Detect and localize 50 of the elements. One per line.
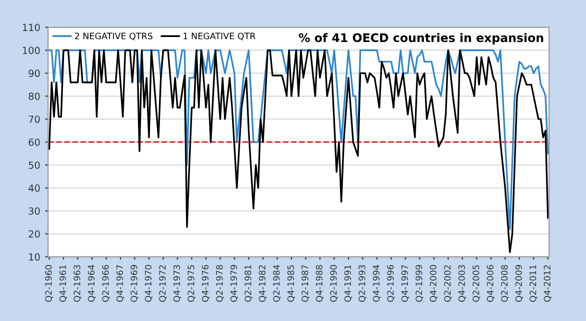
x-tick-label: Q4-2012 <box>544 265 552 302</box>
x-tick-label: Q4-1979 <box>230 265 238 302</box>
x-tick-label: Q4-1985 <box>287 265 295 302</box>
x-tick-label: Q4-2000 <box>430 265 438 302</box>
chart-title: % of 41 OECD countries in expansion <box>298 33 544 44</box>
x-tick-label: Q2-1969 <box>130 265 138 302</box>
y-tick-label: 80 <box>28 92 40 100</box>
x-tick-label: Q2-1966 <box>102 264 110 302</box>
x-tick-label: Q4-2009 <box>515 265 523 302</box>
x-tick-label: Q2-1987 <box>302 265 310 302</box>
y-tick-label: 60 <box>28 138 40 146</box>
x-tick-label: Q4-1976 <box>202 264 210 302</box>
y-tick-label: 100 <box>22 46 40 54</box>
x-tick-label: Q2-1999 <box>416 265 424 302</box>
y-tick-label: 10 <box>29 253 40 261</box>
legend-label: 2 NEGATIVE QTRS <box>74 32 152 40</box>
x-tick-label: Q2-1984 <box>273 264 281 302</box>
x-tick-label: Q4-2003 <box>458 265 466 302</box>
x-tick-label: Q4-1982 <box>258 265 266 302</box>
x-tick-label: Q2-1990 <box>330 265 338 302</box>
x-tick-label: Q4-1964 <box>88 264 96 302</box>
x-tick-label: Q2-1993 <box>358 265 366 302</box>
x-tick-label: Q2-1972 <box>159 265 167 302</box>
x-tick-label: Q4-1994 <box>372 264 380 302</box>
x-tick-label: Q2-1978 <box>216 265 224 302</box>
x-tick-label: Q4-1988 <box>316 265 324 302</box>
y-tick-label: 20 <box>28 230 40 238</box>
x-tick-label: Q2-1975 <box>188 265 196 302</box>
x-tick-label: Q2-2011 <box>530 265 538 302</box>
x-tick-label: Q4-1973 <box>173 265 182 302</box>
x-tick-label: Q4-1997 <box>401 265 409 302</box>
y-tick-label: 40 <box>28 184 40 192</box>
x-tick-label: Q2-1960 <box>45 265 53 302</box>
y-tick-label: 90 <box>28 70 40 78</box>
x-tick-label: Q4-1970 <box>144 265 153 302</box>
y-tick-label: 30 <box>28 207 40 215</box>
x-tick-label: Q4-1967 <box>116 265 124 302</box>
x-tick-label: Q2-1981 <box>244 265 252 302</box>
x-tick-label: Q4-1991 <box>344 265 352 302</box>
x-tick-label: Q2-2008 <box>501 265 509 302</box>
y-tick-label: 50 <box>28 161 40 169</box>
x-tick-label: Q2-1996 <box>387 264 395 302</box>
x-tick-label: Q2-1963 <box>74 265 82 302</box>
x-tick-label: Q4-1961 <box>59 265 68 302</box>
x-tick-label: Q2-2005 <box>472 265 480 302</box>
y-tick-label: 110 <box>22 24 40 32</box>
legend-label: 1 NEGATIVE QTR <box>184 32 256 40</box>
x-tick-label: Q2-2002 <box>444 265 452 302</box>
y-tick-label: 70 <box>28 116 40 123</box>
x-tick-label: Q4-2006 <box>486 264 494 302</box>
